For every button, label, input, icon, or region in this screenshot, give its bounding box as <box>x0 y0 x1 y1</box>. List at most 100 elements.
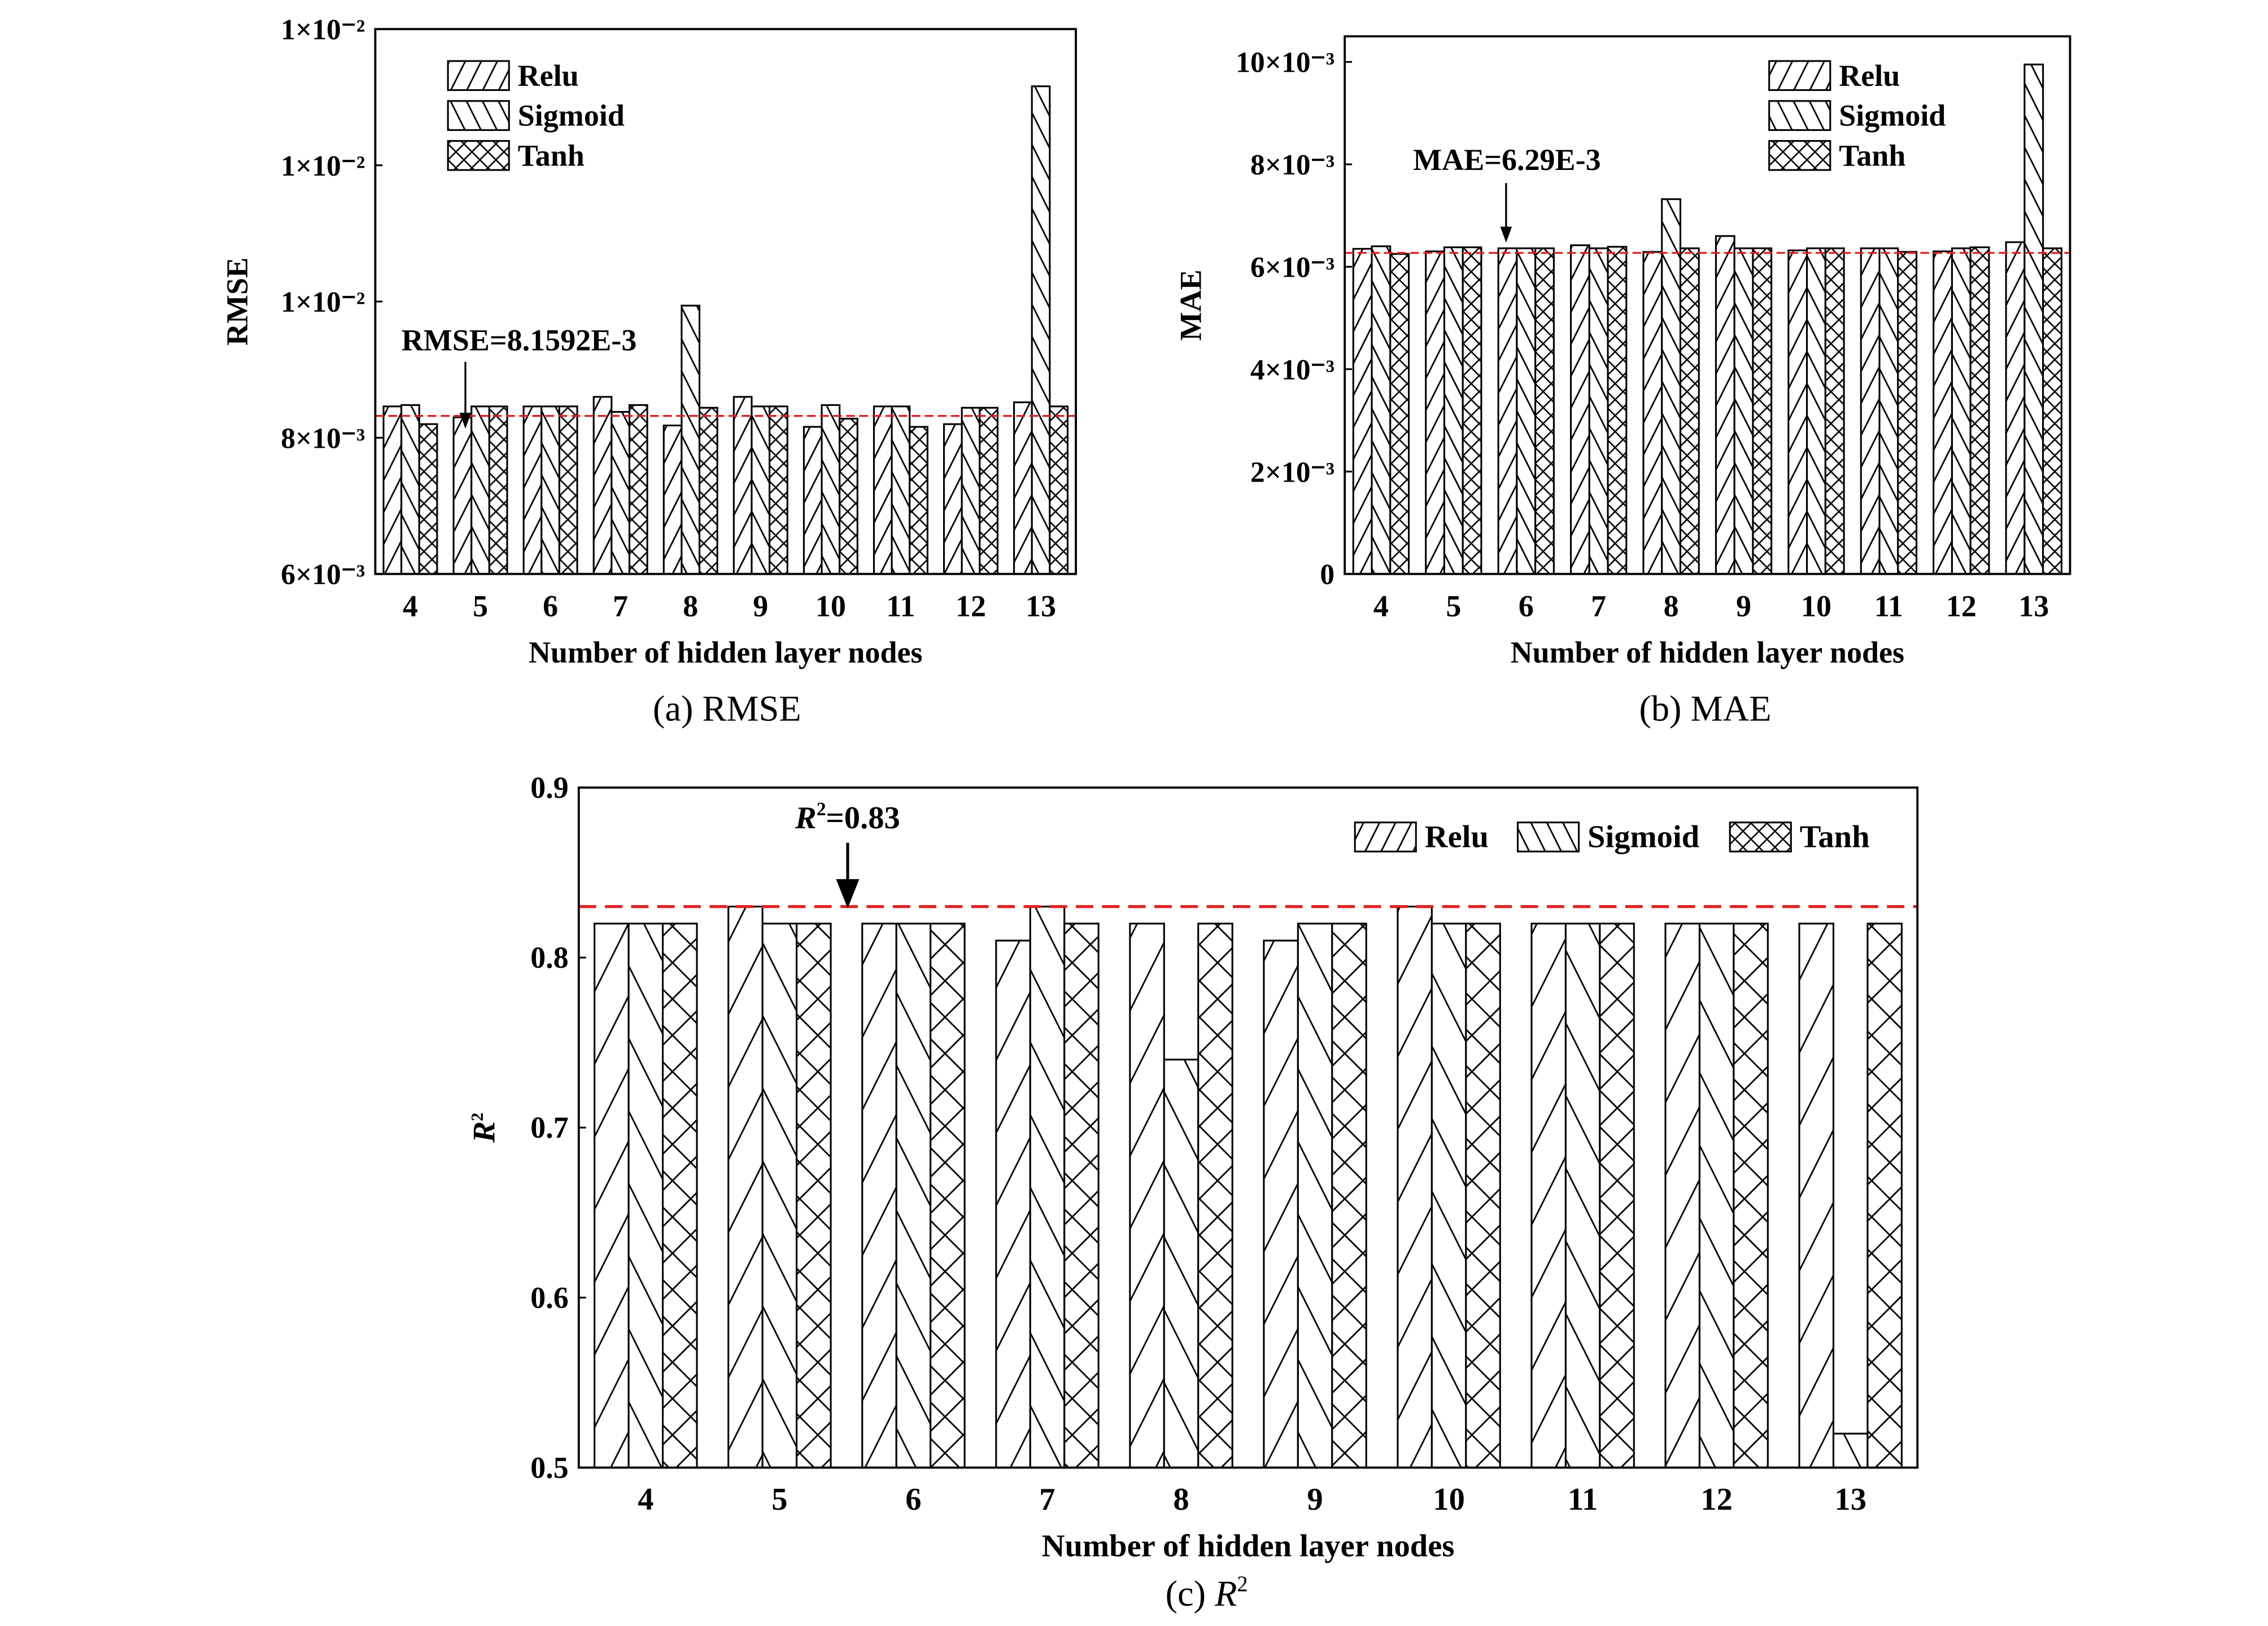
bar-tanh-5-hatch <box>796 923 832 1469</box>
legend-swatch-hatch <box>1354 821 1417 853</box>
legend-label-relu: Relu <box>1425 819 1489 854</box>
bar-relu-13-hatch <box>1798 923 1835 1469</box>
bar-sigmoid-10-hatch <box>821 404 841 575</box>
bar-sigmoid-6-hatch <box>1516 247 1537 575</box>
y-tick-label: 8×10⁻³ <box>1250 149 1334 181</box>
bar-relu-7-hatch <box>995 939 1031 1469</box>
y-tick-label: 0.5 <box>530 1450 569 1484</box>
bar-relu-12-hatch <box>943 423 963 575</box>
bar-relu-5-hatch <box>452 416 473 575</box>
bar-sigmoid-12-hatch <box>961 406 981 575</box>
x-axis-title: Number of hidden layer nodes <box>529 636 922 670</box>
x-tick-label: 10 <box>1801 589 1831 623</box>
bar-tanh-11-hatch <box>909 426 928 575</box>
y-tick-label: 6×10⁻³ <box>281 559 365 591</box>
bar-sigmoid-6-hatch <box>895 923 932 1469</box>
bar-tanh-12-hatch <box>1733 923 1769 1469</box>
legend-label-tanh: Tanh <box>1839 138 1905 172</box>
bar-sigmoid-13-hatch <box>2023 63 2044 575</box>
bar-sigmoid-10-hatch <box>1430 923 1467 1469</box>
bar-sigmoid-6-hatch <box>540 405 561 575</box>
bar-sigmoid-11-hatch <box>1878 247 1899 575</box>
y-tick-label: 6×10⁻³ <box>1250 251 1334 283</box>
x-tick-label: 8 <box>1664 589 1679 623</box>
panel-caption: (c) R2 <box>1166 1572 1248 1614</box>
bar-relu-11-hatch <box>873 405 893 575</box>
bar-sigmoid-5-hatch <box>470 405 490 575</box>
chart-panel-1: 4 5 6 7 8 9 10 11 12 13 6×10⁻³ 8×10⁻³ 1×10⁻² 1×10⁻² 1×… <box>220 14 1077 729</box>
x-tick-label: 11 <box>1874 589 1903 623</box>
x-tick-label: 11 <box>1568 1482 1598 1517</box>
annotation-label: MAE=6.29E-3 <box>1413 143 1600 177</box>
bar-tanh-5-hatch <box>488 405 508 575</box>
annotation-label: RMSE=8.1592E-3 <box>402 323 637 357</box>
bar-tanh-11-hatch <box>1599 923 1635 1469</box>
bar-sigmoid-11-hatch <box>891 405 911 575</box>
bar-relu-10-hatch <box>1397 906 1433 1469</box>
x-tick-label: 6 <box>543 589 558 623</box>
bar-sigmoid-9-hatch <box>751 405 771 575</box>
y-tick-label: 10×10⁻³ <box>1236 47 1334 79</box>
bar-relu-13-hatch <box>1013 401 1033 575</box>
bar-tanh-7-hatch <box>1063 923 1100 1469</box>
bar-sigmoid-13-hatch <box>1832 1432 1869 1469</box>
bar-sigmoid-4-hatch <box>627 923 664 1469</box>
x-tick-label: 13 <box>1834 1482 1866 1517</box>
bar-tanh-12-hatch <box>979 406 998 575</box>
bar-relu-7-hatch <box>592 396 613 575</box>
bar-relu-11-hatch <box>1860 247 1881 575</box>
x-tick-label: 8 <box>683 589 698 623</box>
x-tick-label: 13 <box>2018 589 2049 623</box>
bar-relu-12-hatch <box>1933 250 1953 575</box>
bar-sigmoid-5-hatch <box>1443 246 1464 575</box>
x-tick-label: 9 <box>1736 589 1751 623</box>
annotation-arrowhead <box>459 412 472 429</box>
panel-caption: (a) RMSE <box>653 689 801 729</box>
bar-relu-4-hatch <box>382 405 403 575</box>
bar-sigmoid-9-hatch <box>1297 923 1333 1469</box>
x-tick-label: 4 <box>403 589 418 623</box>
chart-panel-2: 4 5 6 7 8 9 10 11 12 13 0 2×10⁻³ 4×10⁻³ 6×10⁻³ 8×10⁻³ 1… <box>1174 35 2071 729</box>
y-tick-label: 4×10⁻³ <box>1250 354 1334 386</box>
bar-tanh-10-hatch <box>1465 923 1501 1469</box>
bar-sigmoid-8-hatch <box>681 304 701 575</box>
y-tick-label: 8×10⁻³ <box>281 422 365 454</box>
bar-tanh-12-hatch <box>1969 246 1990 575</box>
y-tick-label: 2×10⁻³ <box>1250 456 1334 488</box>
y-axis-title: MAE <box>1174 269 1207 340</box>
x-axis-title: Number of hidden layer nodes <box>1511 636 1905 670</box>
bar-tanh-8-hatch <box>1197 923 1233 1469</box>
bar-sigmoid-10-hatch <box>1806 247 1826 575</box>
x-tick-label: 7 <box>1039 1482 1055 1517</box>
bar-relu-10-hatch <box>802 426 823 575</box>
bar-relu-6-hatch <box>522 405 543 575</box>
bar-sigmoid-11-hatch <box>1564 923 1601 1469</box>
y-tick-label: 0.7 <box>530 1111 569 1144</box>
bar-sigmoid-7-hatch <box>1588 247 1609 575</box>
legend-label-tanh: Tanh <box>518 138 585 172</box>
x-tick-label: 6 <box>1519 589 1534 623</box>
x-tick-label: 12 <box>1700 1482 1733 1517</box>
bar-tanh-9-hatch <box>1331 923 1367 1469</box>
bar-sigmoid-12-hatch <box>1698 923 1735 1469</box>
bar-relu-7-hatch <box>1570 244 1590 575</box>
chart-panel-3: 4 5 6 7 8 9 10 11 12 13 0.5 0.6 0.7 0.8 0.9 Number of h… <box>467 771 1919 1614</box>
x-tick-label: 9 <box>753 589 768 623</box>
legend-swatch-hatch <box>1768 140 1831 171</box>
bar-relu-6-hatch <box>1497 247 1518 575</box>
y-axis-title: RMSE <box>220 257 254 346</box>
x-tick-label: 8 <box>1173 1482 1189 1517</box>
y-tick-label: 1×10⁻² <box>281 14 365 46</box>
bar-relu-4-hatch <box>1352 248 1373 575</box>
legend-label-relu: Relu <box>1839 59 1900 93</box>
bar-relu-9-hatch <box>1263 939 1299 1469</box>
bar-sigmoid-9-hatch <box>1733 247 1754 575</box>
bar-relu-12-hatch <box>1664 923 1700 1469</box>
legend-swatch-hatch <box>1768 100 1831 131</box>
legend-swatch-hatch <box>1768 60 1831 91</box>
bar-sigmoid-13-hatch <box>1031 85 1051 575</box>
x-tick-label: 6 <box>905 1482 921 1517</box>
y-tick-label: 0.8 <box>530 941 569 974</box>
bar-tanh-4-hatch <box>418 423 438 575</box>
y-tick-label: 1×10⁻² <box>281 150 365 182</box>
